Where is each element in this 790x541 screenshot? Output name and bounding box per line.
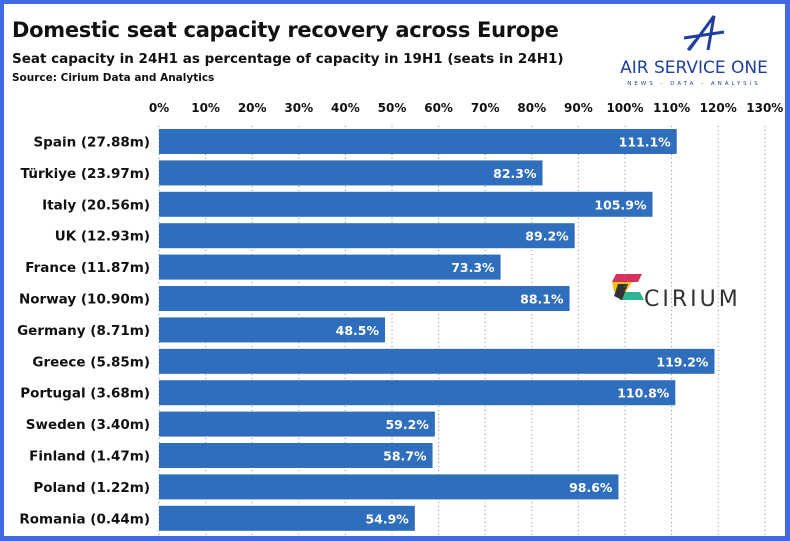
data-label: 54.9% — [365, 511, 409, 526]
data-label: 111.1% — [619, 135, 672, 150]
bar — [159, 286, 570, 311]
svg-text:CIRIUM: CIRIUM — [644, 287, 741, 312]
category-label: Portugal (3.68m) — [20, 386, 150, 402]
x-tick-label: 0% — [149, 101, 169, 115]
data-label: 89.2% — [525, 229, 569, 244]
category-label: Finland (1.47m) — [29, 449, 150, 465]
chart-source: Source: Cirium Data and Analytics — [12, 72, 215, 84]
chart-title: Domestic seat capacity recovery across E… — [12, 18, 559, 42]
x-tick-label: 70% — [471, 101, 500, 115]
x-tick-label: 60% — [424, 101, 453, 115]
data-label: 105.9% — [594, 197, 647, 212]
x-tick-label: 110% — [653, 101, 690, 115]
x-tick-label: 50% — [378, 101, 407, 115]
x-tick-label: 10% — [191, 101, 220, 115]
x-tick-label: 20% — [238, 101, 267, 115]
x-tick-label: 120% — [700, 101, 737, 115]
bar — [159, 160, 543, 186]
chart-panel: Domestic seat capacity recovery across E… — [4, 4, 785, 536]
category-label: Spain (27.88m) — [33, 135, 150, 151]
bar — [159, 443, 433, 468]
x-tick-label: 90% — [564, 101, 593, 115]
bar — [159, 348, 715, 374]
data-label: 73.3% — [451, 260, 495, 275]
bar — [159, 129, 677, 154]
data-label: 48.5% — [336, 323, 380, 338]
data-label: 88.1% — [520, 292, 564, 307]
category-label: Sweden (3.40m) — [26, 417, 150, 433]
bar — [159, 474, 619, 500]
category-label: Germany (8.71m) — [17, 323, 150, 339]
x-tick-label: 100% — [606, 101, 643, 115]
svg-text:NEWS - DATA - ANALYSIS: NEWS - DATA - ANALYSIS — [627, 81, 761, 87]
bar — [159, 411, 435, 437]
category-label: France (11.87m) — [25, 260, 150, 276]
bar — [159, 505, 415, 531]
cirium-logo: CIRIUM — [612, 274, 741, 312]
category-label: UK (12.93m) — [55, 229, 150, 245]
x-tick-label: 30% — [284, 101, 313, 115]
bar — [159, 223, 575, 249]
category-label: Greece (5.85m) — [32, 354, 150, 370]
air-service-one-logo: AIR SERVICE ONE NEWS - DATA - ANALYSIS — [620, 15, 768, 87]
x-tick-label: 80% — [517, 101, 546, 115]
category-label: Romania (0.44m) — [19, 511, 150, 527]
category-label: Poland (1.22m) — [33, 480, 150, 496]
bar — [159, 254, 501, 280]
x-tick-label: 130% — [746, 101, 783, 115]
category-label: Norway (10.90m) — [19, 292, 150, 308]
x-tick-label: 40% — [331, 101, 360, 115]
svg-text:AIR SERVICE ONE: AIR SERVICE ONE — [620, 58, 768, 78]
bar — [159, 317, 386, 343]
data-label: 98.6% — [569, 480, 613, 495]
data-label: 110.8% — [617, 386, 670, 401]
data-label: 58.7% — [383, 449, 427, 464]
bar — [159, 380, 676, 406]
data-label: 82.3% — [493, 166, 537, 181]
data-label: 59.2% — [385, 417, 429, 432]
bar — [159, 191, 653, 217]
chart-subtitle: Seat capacity in 24H1 as percentage of c… — [12, 51, 564, 67]
category-label: Italy (20.56m) — [42, 197, 150, 213]
data-label: 119.2% — [656, 354, 709, 369]
category-label: Türkiye (23.97m) — [20, 166, 150, 182]
